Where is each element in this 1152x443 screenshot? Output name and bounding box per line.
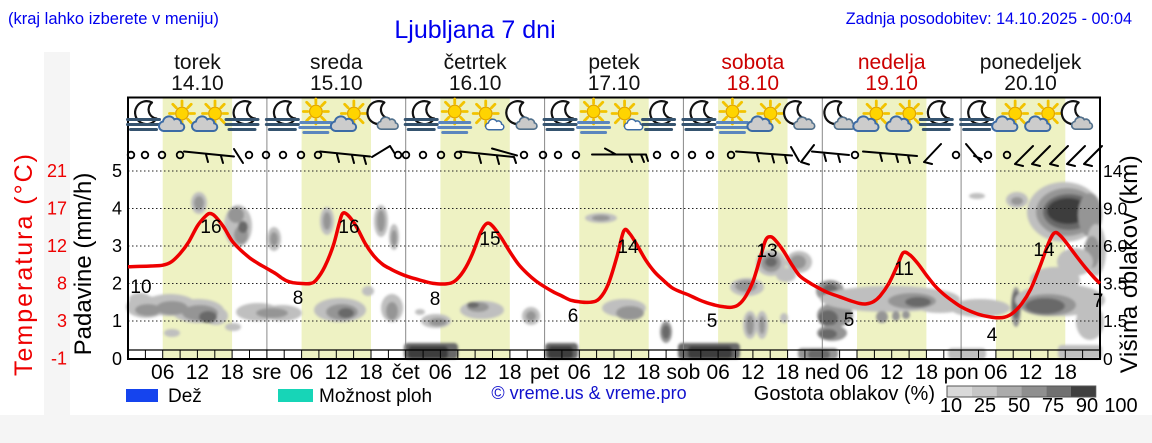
- svg-text:16.10: 16.10: [449, 72, 502, 95]
- svg-text:100: 100: [1104, 395, 1137, 417]
- svg-text:14: 14: [1103, 161, 1123, 181]
- svg-text:06: 06: [290, 361, 313, 384]
- svg-text:4: 4: [112, 199, 122, 219]
- svg-text:7: 7: [1093, 291, 1104, 312]
- svg-text:15: 15: [479, 229, 500, 250]
- svg-text:4: 4: [987, 325, 998, 346]
- svg-text:Dež: Dež: [168, 386, 202, 407]
- svg-text:(kraj lahko izberete v meniju): (kraj lahko izberete v meniju): [8, 10, 219, 28]
- svg-text:© vreme.us & vreme.pro: © vreme.us & vreme.pro: [491, 383, 686, 403]
- svg-text:18: 18: [637, 361, 660, 384]
- svg-text:petek: petek: [588, 51, 640, 74]
- svg-text:Gostota oblakov (%): Gostota oblakov (%): [754, 383, 935, 405]
- svg-text:9.0: 9.0: [1103, 199, 1128, 219]
- svg-text:13: 13: [756, 241, 777, 262]
- svg-text:6.0: 6.0: [1103, 236, 1128, 256]
- svg-text:25: 25: [974, 395, 996, 417]
- svg-text:19.10: 19.10: [865, 72, 918, 95]
- svg-text:20.10: 20.10: [1004, 72, 1057, 95]
- svg-text:nedelja: nedelja: [858, 51, 926, 74]
- svg-text:75: 75: [1042, 395, 1064, 417]
- svg-text:12: 12: [880, 361, 903, 384]
- svg-text:sob: sob: [666, 361, 700, 384]
- svg-text:Možnost ploh: Možnost ploh: [319, 386, 432, 407]
- svg-text:Zadnja posodobitev: 14.10.2025: Zadnja posodobitev: 14.10.2025 - 00:04: [846, 10, 1132, 28]
- svg-text:3: 3: [112, 236, 122, 256]
- svg-text:3: 3: [57, 311, 67, 331]
- svg-text:2: 2: [112, 274, 122, 294]
- svg-text:12: 12: [186, 361, 209, 384]
- svg-text:12: 12: [325, 361, 348, 384]
- svg-text:pet: pet: [530, 361, 559, 384]
- svg-text:5: 5: [707, 311, 718, 332]
- svg-text:Višina oblakov (km): Višina oblakov (km): [1116, 155, 1143, 373]
- svg-text:06: 06: [706, 361, 729, 384]
- svg-text:11: 11: [894, 259, 914, 280]
- svg-text:5: 5: [844, 310, 855, 331]
- svg-text:8: 8: [293, 288, 304, 309]
- svg-text:18: 18: [776, 361, 799, 384]
- svg-text:15.10: 15.10: [310, 72, 363, 95]
- svg-text:12: 12: [602, 361, 625, 384]
- svg-text:pon: pon: [944, 361, 979, 384]
- svg-text:06: 06: [845, 361, 868, 384]
- svg-text:06: 06: [151, 361, 174, 384]
- svg-text:50: 50: [1008, 395, 1030, 417]
- svg-text:sobota: sobota: [721, 51, 784, 74]
- svg-text:8: 8: [430, 289, 441, 310]
- svg-text:Padavine (mm/h): Padavine (mm/h): [70, 173, 97, 356]
- svg-text:21: 21: [47, 161, 67, 181]
- svg-text:18: 18: [915, 361, 938, 384]
- svg-text:0: 0: [112, 349, 122, 369]
- svg-text:12: 12: [741, 361, 764, 384]
- svg-text:18.10: 18.10: [727, 72, 780, 95]
- svg-text:12: 12: [1019, 361, 1042, 384]
- svg-text:12: 12: [463, 361, 486, 384]
- svg-text:sre: sre: [252, 361, 281, 384]
- svg-text:18: 18: [220, 361, 243, 384]
- svg-text:čet: čet: [392, 361, 420, 384]
- svg-text:1.5: 1.5: [1103, 311, 1127, 331]
- svg-text:3.5: 3.5: [1103, 274, 1127, 294]
- svg-text:17: 17: [47, 199, 67, 219]
- svg-text:10: 10: [940, 395, 962, 417]
- svg-text:5: 5: [112, 161, 122, 181]
- svg-text:06: 06: [568, 361, 591, 384]
- svg-text:8: 8: [57, 274, 67, 294]
- svg-text:sreda: sreda: [310, 51, 363, 74]
- svg-text:12: 12: [47, 236, 67, 256]
- svg-text:16: 16: [338, 217, 359, 238]
- svg-text:06: 06: [984, 361, 1007, 384]
- svg-text:torek: torek: [174, 51, 221, 74]
- svg-text:90: 90: [1076, 395, 1098, 417]
- svg-text:6: 6: [568, 306, 579, 327]
- svg-text:ned: ned: [805, 361, 840, 384]
- svg-text:18: 18: [359, 361, 382, 384]
- svg-text:ponedeljek: ponedeljek: [980, 51, 1082, 74]
- svg-text:-1: -1: [51, 349, 67, 369]
- svg-text:18: 18: [498, 361, 521, 384]
- svg-text:16: 16: [200, 217, 221, 238]
- svg-text:14.10: 14.10: [171, 72, 224, 95]
- svg-text:10: 10: [130, 277, 151, 298]
- svg-text:17.10: 17.10: [588, 72, 641, 95]
- svg-text:četrtek: četrtek: [444, 51, 508, 74]
- svg-text:18: 18: [1054, 361, 1077, 384]
- svg-text:Temperatura (°C): Temperatura (°C): [10, 152, 38, 376]
- svg-text:14: 14: [617, 237, 639, 258]
- svg-text:1: 1: [112, 311, 122, 331]
- svg-text:Ljubljana 7 dni: Ljubljana 7 dni: [394, 16, 555, 44]
- svg-text:0: 0: [1103, 349, 1113, 369]
- svg-text:14: 14: [1033, 240, 1055, 261]
- svg-text:06: 06: [429, 361, 452, 384]
